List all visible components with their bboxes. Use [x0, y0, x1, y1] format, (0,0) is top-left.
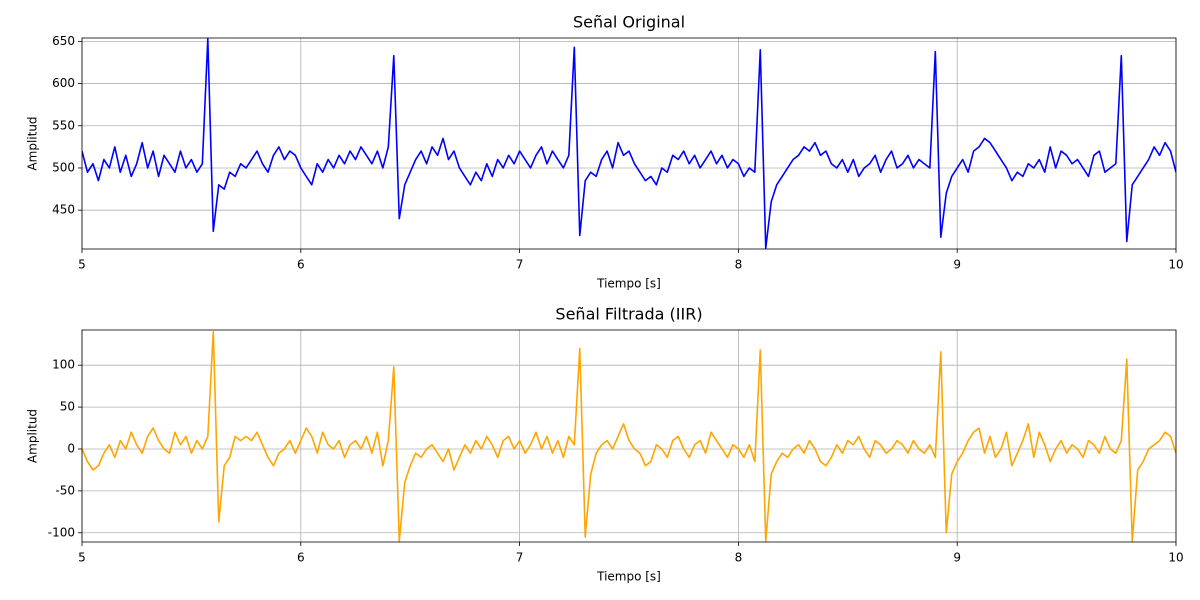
x-tick-label: 5 — [78, 551, 86, 565]
y-axis-label: Amplitud — [26, 409, 40, 463]
x-tick-label: 7 — [516, 258, 524, 272]
y-tick-label: 550 — [52, 118, 75, 132]
x-tick-label: 10 — [1168, 258, 1183, 272]
x-tick-label: 6 — [297, 551, 305, 565]
y-tick-label: 600 — [52, 76, 75, 90]
y-tick-label: -50 — [55, 483, 75, 497]
x-tick-label: 8 — [735, 551, 743, 565]
x-tick-label: 9 — [953, 258, 961, 272]
y-tick-label: 100 — [52, 358, 75, 372]
axes-frame — [81, 329, 1177, 543]
signal-line — [82, 330, 1176, 542]
y-tick-label: -100 — [48, 525, 75, 539]
signal-line — [82, 38, 1176, 249]
axes-frame — [81, 37, 1177, 250]
y-tick-label: 500 — [52, 160, 75, 174]
chart-title: Señal Original — [573, 13, 685, 32]
y-tick-label: 450 — [52, 203, 75, 217]
y-tick-label: 0 — [67, 441, 75, 455]
y-axis-label: Amplitud — [26, 116, 40, 170]
x-tick-label: 10 — [1168, 551, 1183, 565]
x-tick-label: 9 — [953, 551, 961, 565]
y-tick-label: 50 — [60, 400, 75, 414]
x-tick-label: 5 — [78, 258, 86, 272]
x-axis-label: Tiempo [s] — [596, 277, 661, 291]
chart-title: Señal Filtrada (IIR) — [555, 305, 702, 324]
x-tick-label: 7 — [516, 551, 524, 565]
x-tick-label: 6 — [297, 258, 305, 272]
x-axis-label: Tiempo [s] — [596, 570, 661, 584]
y-tick-label: 650 — [52, 34, 75, 48]
x-tick-label: 8 — [735, 258, 743, 272]
